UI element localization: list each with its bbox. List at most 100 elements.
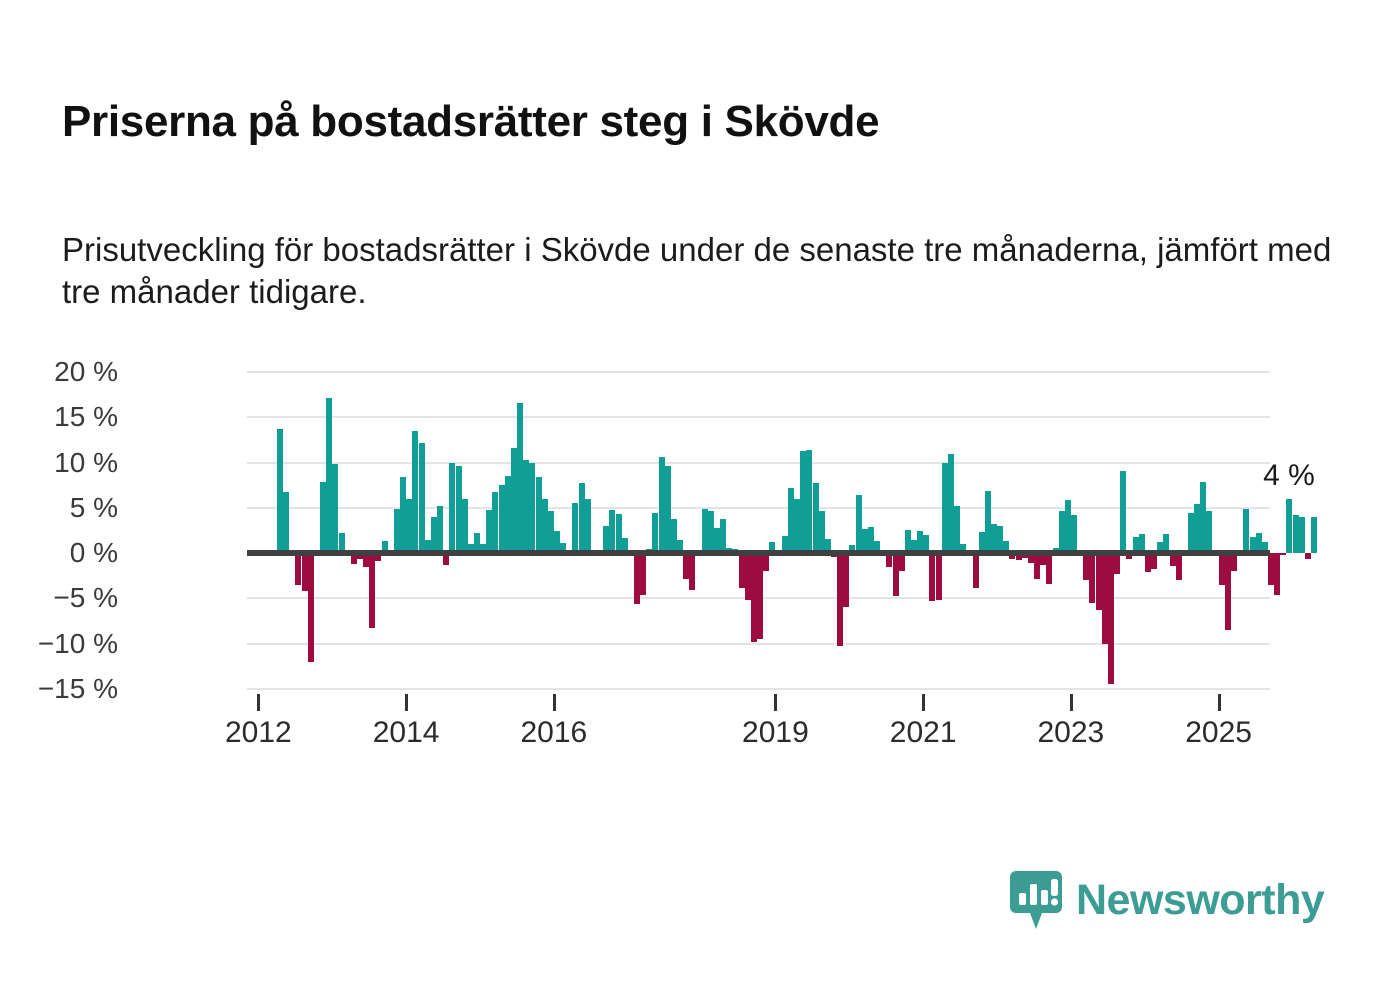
- y-axis-tick-label: 5 %: [69, 491, 118, 523]
- bar: [369, 553, 376, 629]
- bar: [787, 487, 794, 554]
- bar: [714, 527, 721, 554]
- bar: [935, 553, 942, 601]
- bar: [609, 509, 616, 554]
- bar: [473, 533, 480, 554]
- bar: [818, 511, 825, 554]
- bar: [812, 483, 819, 554]
- logo-wordmark: Newsworthy: [1076, 875, 1325, 924]
- bar: [769, 542, 776, 554]
- bar: [517, 402, 524, 554]
- gridline: [247, 461, 1270, 464]
- bar: [1286, 498, 1293, 554]
- bar: [621, 537, 628, 554]
- bar: [664, 466, 671, 554]
- bar: [467, 544, 474, 554]
- x-axis-tick-label: 2014: [372, 716, 440, 749]
- bar: [1267, 553, 1274, 585]
- bar: [492, 492, 499, 554]
- bar: [498, 485, 505, 554]
- bar: [806, 449, 813, 554]
- bar: [1249, 536, 1256, 554]
- bar: [954, 506, 961, 554]
- x-axis-tick: [405, 694, 409, 711]
- bar: [332, 464, 339, 554]
- bar: [683, 553, 690, 579]
- bar: [1243, 508, 1250, 554]
- y-axis-tick-label: 0 %: [69, 537, 118, 569]
- y-axis-tick-label: −10 %: [37, 627, 118, 659]
- bar: [406, 498, 413, 554]
- bar: [763, 553, 770, 572]
- bar: [529, 463, 536, 554]
- bar: [997, 525, 1004, 554]
- bar: [1298, 516, 1305, 554]
- bar: [486, 509, 493, 554]
- x-axis-tick-label: 2021: [889, 716, 957, 749]
- bar: [1138, 534, 1145, 554]
- bar: [1187, 513, 1194, 554]
- bar: [381, 541, 388, 554]
- bar: [707, 510, 714, 554]
- bar: [1231, 553, 1238, 572]
- y-axis-tick-label: −15 %: [37, 673, 118, 704]
- x-axis-tick: [1217, 694, 1221, 711]
- bar: [837, 553, 844, 647]
- bar: [437, 506, 444, 554]
- bar: [1083, 553, 1090, 581]
- bar: [1292, 515, 1299, 554]
- x-axis-tick: [774, 694, 778, 711]
- bar: [1034, 553, 1041, 580]
- last-value-annotation: 4 %: [1263, 458, 1315, 492]
- bar: [1194, 504, 1201, 554]
- bar: [277, 429, 283, 554]
- bar: [910, 540, 917, 554]
- gridline: [247, 371, 1270, 373]
- bar: [412, 430, 419, 554]
- bar: [757, 553, 764, 640]
- bar: [295, 553, 302, 585]
- bar: [1101, 553, 1108, 644]
- bar: [781, 535, 788, 554]
- bar: [1064, 499, 1071, 554]
- bar: [658, 457, 665, 554]
- bar: [677, 540, 684, 554]
- bar: [892, 553, 899, 596]
- bar: [1255, 533, 1262, 554]
- bar: [947, 454, 954, 554]
- bar: [510, 448, 517, 554]
- bar: [363, 553, 370, 567]
- bar: [1040, 553, 1047, 565]
- chart-container: 20 % 15 % 10 % 5 % 0 % −5 % −10 % −15 % 4 % 201…: [0, 352, 1382, 772]
- bar: [480, 544, 487, 554]
- bar: [874, 541, 881, 554]
- bar: [886, 553, 893, 567]
- y-axis-tick-label: 10 %: [54, 446, 118, 478]
- plot-area: 20 % 15 % 10 % 5 % 0 % −5 % −10 % −15 % 4 %: [38, 358, 1318, 703]
- x-axis: 2012 2014 2016 2019 2021 2023 2025: [225, 694, 1270, 764]
- gridline: [247, 642, 1270, 645]
- bar: [603, 525, 610, 554]
- bar: [923, 535, 930, 554]
- x-axis-tick: [1069, 694, 1073, 711]
- bar: [1015, 553, 1022, 561]
- bar: [461, 498, 468, 554]
- bar: [800, 450, 807, 554]
- bar: [867, 526, 874, 554]
- bar: [843, 553, 850, 608]
- bar: [1003, 541, 1010, 554]
- bar: [320, 481, 327, 554]
- bar: [640, 553, 647, 595]
- x-axis-tick-label: 2019: [742, 716, 809, 749]
- bar: [720, 518, 727, 554]
- bar: [1280, 553, 1287, 556]
- bar: [393, 508, 400, 554]
- bar: [1261, 542, 1268, 554]
- bar: [400, 477, 407, 554]
- bar: [1175, 553, 1182, 581]
- bar: [572, 503, 579, 554]
- bar: [972, 553, 979, 589]
- bar: [960, 544, 967, 554]
- bar: [634, 553, 640, 604]
